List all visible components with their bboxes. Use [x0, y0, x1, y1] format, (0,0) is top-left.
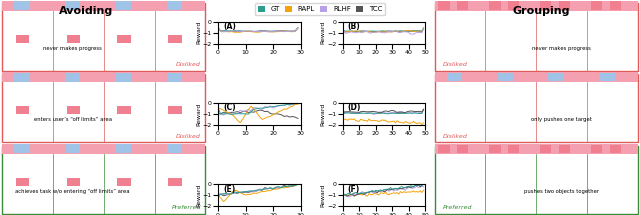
Text: (D): (D) [348, 103, 361, 112]
FancyBboxPatch shape [609, 145, 621, 153]
FancyBboxPatch shape [16, 178, 29, 186]
Y-axis label: Reward: Reward [196, 21, 201, 44]
FancyBboxPatch shape [2, 72, 205, 82]
FancyBboxPatch shape [166, 1, 182, 10]
FancyBboxPatch shape [497, 73, 513, 81]
FancyBboxPatch shape [2, 3, 205, 71]
Y-axis label: Reward: Reward [321, 102, 326, 126]
FancyBboxPatch shape [489, 2, 500, 10]
Text: Preferred: Preferred [443, 205, 472, 210]
Text: Grouping: Grouping [512, 6, 570, 17]
FancyBboxPatch shape [117, 178, 131, 186]
FancyBboxPatch shape [2, 74, 205, 142]
Text: (A): (A) [223, 22, 236, 31]
FancyBboxPatch shape [168, 178, 182, 186]
Text: (B): (B) [348, 22, 360, 31]
Legend: GT, RAPL, RLHF, TCC: GT, RAPL, RLHF, TCC [255, 3, 385, 15]
FancyBboxPatch shape [435, 146, 638, 214]
Text: never makes progress: never makes progress [43, 46, 102, 51]
FancyBboxPatch shape [435, 3, 638, 71]
FancyBboxPatch shape [16, 106, 29, 114]
FancyBboxPatch shape [65, 1, 81, 10]
Y-axis label: Reward: Reward [196, 184, 201, 207]
FancyBboxPatch shape [489, 145, 500, 153]
FancyBboxPatch shape [116, 144, 131, 153]
FancyBboxPatch shape [16, 35, 29, 43]
Y-axis label: Reward: Reward [321, 21, 326, 44]
FancyBboxPatch shape [14, 144, 29, 153]
FancyBboxPatch shape [2, 144, 205, 154]
FancyBboxPatch shape [166, 144, 182, 153]
FancyBboxPatch shape [438, 2, 450, 10]
FancyBboxPatch shape [67, 35, 80, 43]
FancyBboxPatch shape [540, 145, 552, 153]
FancyBboxPatch shape [116, 73, 131, 82]
FancyBboxPatch shape [435, 72, 638, 82]
FancyBboxPatch shape [65, 73, 81, 82]
FancyBboxPatch shape [168, 35, 182, 43]
Text: pushes two objects together: pushes two objects together [524, 189, 599, 194]
FancyBboxPatch shape [591, 2, 602, 10]
FancyBboxPatch shape [548, 73, 564, 81]
FancyBboxPatch shape [447, 73, 462, 81]
Text: Disliked: Disliked [443, 134, 468, 139]
Text: Disliked: Disliked [443, 62, 468, 67]
FancyBboxPatch shape [508, 145, 519, 153]
Text: Disliked: Disliked [176, 62, 201, 67]
Text: (C): (C) [223, 103, 236, 112]
FancyBboxPatch shape [435, 0, 638, 11]
FancyBboxPatch shape [166, 73, 182, 82]
FancyBboxPatch shape [14, 1, 29, 10]
Text: Preferred: Preferred [172, 205, 201, 210]
FancyBboxPatch shape [117, 106, 131, 114]
FancyBboxPatch shape [457, 145, 468, 153]
FancyBboxPatch shape [559, 145, 570, 153]
Text: only pushes one target: only pushes one target [531, 117, 591, 122]
Text: Avoiding: Avoiding [60, 6, 113, 17]
Y-axis label: Reward: Reward [321, 184, 326, 207]
FancyBboxPatch shape [457, 2, 468, 10]
FancyBboxPatch shape [14, 73, 29, 82]
Text: enters user’s “off limits” area: enters user’s “off limits” area [33, 117, 111, 122]
FancyBboxPatch shape [591, 145, 602, 153]
FancyBboxPatch shape [2, 0, 205, 11]
FancyBboxPatch shape [609, 2, 621, 10]
FancyBboxPatch shape [116, 1, 131, 10]
FancyBboxPatch shape [67, 106, 80, 114]
FancyBboxPatch shape [540, 2, 552, 10]
FancyBboxPatch shape [2, 146, 205, 214]
Y-axis label: Reward: Reward [196, 102, 201, 126]
FancyBboxPatch shape [559, 2, 570, 10]
Text: achieves task w/o entering “off limits” area: achieves task w/o entering “off limits” … [15, 189, 130, 194]
Text: (F): (F) [348, 185, 360, 194]
FancyBboxPatch shape [438, 145, 450, 153]
FancyBboxPatch shape [65, 144, 81, 153]
FancyBboxPatch shape [508, 2, 519, 10]
FancyBboxPatch shape [435, 144, 638, 154]
Text: Disliked: Disliked [176, 134, 201, 139]
FancyBboxPatch shape [67, 178, 80, 186]
Text: never makes progress: never makes progress [532, 46, 591, 51]
Text: (E): (E) [223, 185, 236, 194]
FancyBboxPatch shape [168, 106, 182, 114]
FancyBboxPatch shape [435, 74, 638, 142]
FancyBboxPatch shape [117, 35, 131, 43]
FancyBboxPatch shape [599, 73, 614, 81]
